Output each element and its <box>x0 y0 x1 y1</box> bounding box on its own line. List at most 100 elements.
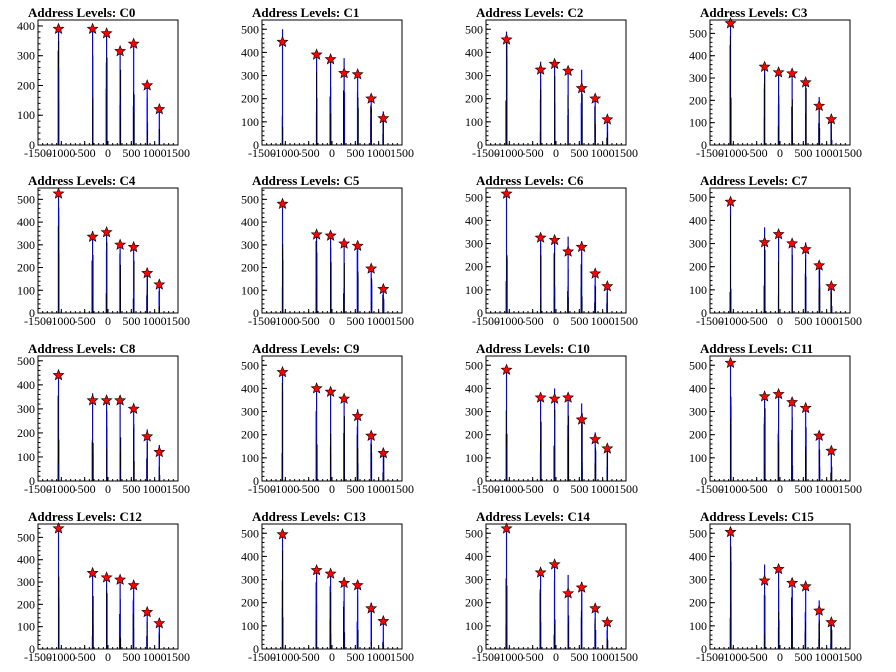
peak-marker <box>601 616 614 628</box>
y-tick-label: 200 <box>17 261 35 275</box>
x-tick-label: 1500 <box>838 650 862 664</box>
y-tick-label: 400 <box>689 49 707 63</box>
histogram <box>57 28 161 145</box>
x-tick-label: 1500 <box>390 482 414 496</box>
x-tick-label: 1500 <box>838 146 862 160</box>
x-tick-label: -1500 <box>24 650 52 664</box>
peak-marker <box>724 356 737 369</box>
peak-marker <box>601 442 614 454</box>
peak-marker <box>338 576 351 589</box>
x-tick-label: -500 <box>746 650 768 664</box>
x-tick-label: -1500 <box>24 482 52 496</box>
x-tick-label: -1500 <box>248 482 276 496</box>
peak-marker <box>813 99 826 112</box>
peak-marker <box>500 187 513 199</box>
y-tick-label: 400 <box>17 215 35 229</box>
panel-9: Address Levels: C90100200300400500-1500-… <box>241 341 414 496</box>
peak-marker <box>127 579 140 591</box>
y-tick-label: 100 <box>241 451 259 465</box>
peak-marker <box>786 395 799 408</box>
peak-marker <box>601 280 614 292</box>
y-tick-label: 300 <box>241 69 259 83</box>
x-tick-label: -1500 <box>696 650 724 664</box>
y-tick-label: 0 <box>253 642 259 656</box>
peak-marker <box>276 365 289 378</box>
peak-marker <box>276 197 289 210</box>
y-tick-label: 300 <box>241 238 259 252</box>
y-tick-label: 300 <box>689 405 707 419</box>
y-tick-label: 400 <box>241 549 259 563</box>
x-tick-label: -1500 <box>248 650 276 664</box>
x-tick-label: -1000 <box>719 146 747 160</box>
histogram <box>281 201 385 313</box>
x-tick-label: -500 <box>298 146 320 160</box>
y-tick-label: 100 <box>689 116 707 130</box>
peak-marker <box>310 48 323 60</box>
panel-title: Address Levels: C13 <box>252 509 366 524</box>
panel-13: Address Levels: C13 0 100 200 300 400 500 -1500… <box>241 509 414 664</box>
peak-marker <box>324 385 337 397</box>
x-tick-label: 1000 <box>591 146 615 160</box>
x-tick-label: 0 <box>329 314 335 328</box>
panel-5: Address Levels: C50100200300400500-1500-… <box>241 173 414 328</box>
y-tick-label: 300 <box>689 237 707 251</box>
panel-title: Address Levels: C15 <box>700 509 814 524</box>
x-tick-label: 0 <box>553 482 559 496</box>
y-tick-label: 100 <box>17 108 35 122</box>
x-tick-label: 500 <box>346 146 364 160</box>
y-tick-label: 200 <box>689 260 707 274</box>
x-tick-label: 1500 <box>614 146 638 160</box>
peak-marker <box>786 67 799 79</box>
panel-title: Address Levels: C10 <box>476 341 590 356</box>
peak-marker <box>799 76 812 88</box>
y-tick-label: 300 <box>465 69 483 83</box>
x-tick-label: 1500 <box>166 482 190 496</box>
x-tick-label: 0 <box>105 650 111 664</box>
peak-marker <box>825 280 838 292</box>
peak-marker <box>153 445 166 458</box>
peak-marker <box>500 522 513 534</box>
y-tick-label: 0 <box>701 642 707 656</box>
y-tick-label: 0 <box>701 138 707 152</box>
y-tick-label: 0 <box>477 474 483 488</box>
histogram <box>729 198 833 313</box>
y-tick-label: 200 <box>241 261 259 275</box>
panel-10: Address Levels: C10 0 100 200 300 400 500 -1500… <box>465 341 638 496</box>
x-tick-label: 1500 <box>166 314 190 328</box>
y-tick-label: 400 <box>241 45 259 59</box>
peak-marker <box>338 237 351 249</box>
x-tick-label: -500 <box>522 314 544 328</box>
x-tick-label: 1500 <box>614 650 638 664</box>
x-tick-label: 0 <box>553 650 559 664</box>
y-tick-label: 100 <box>241 115 259 129</box>
peak-marker <box>377 614 390 627</box>
peak-marker <box>589 602 602 614</box>
panel-title: Address Levels: C9 <box>252 341 360 356</box>
x-tick-label: 0 <box>329 146 335 160</box>
x-tick-label: 1500 <box>838 482 862 496</box>
x-tick-label: -500 <box>522 650 544 664</box>
peak-marker <box>276 528 289 540</box>
y-tick-label: 500 <box>465 358 483 372</box>
x-tick-label: -1000 <box>271 314 299 328</box>
x-tick-label: 0 <box>553 146 559 160</box>
y-tick-label: 400 <box>241 381 259 395</box>
y-tick-label: 400 <box>465 45 483 59</box>
peak-marker <box>799 401 812 414</box>
peak-marker <box>86 230 99 242</box>
y-tick-label: 100 <box>465 283 483 297</box>
peak-marker <box>799 580 812 592</box>
peak-marker <box>377 446 390 459</box>
x-tick-label: -1500 <box>696 146 724 160</box>
peak-marker <box>100 571 113 583</box>
x-tick-label: -1000 <box>271 482 299 496</box>
x-tick-label: -1000 <box>47 146 75 160</box>
panel-title: Address Levels: C12 <box>28 509 142 524</box>
peak-marker <box>276 35 289 48</box>
y-tick-label: 0 <box>29 138 35 152</box>
peak-marker <box>377 112 390 124</box>
peak-marker <box>799 243 812 255</box>
peak-marker <box>153 102 166 115</box>
peak-marker <box>127 402 140 414</box>
